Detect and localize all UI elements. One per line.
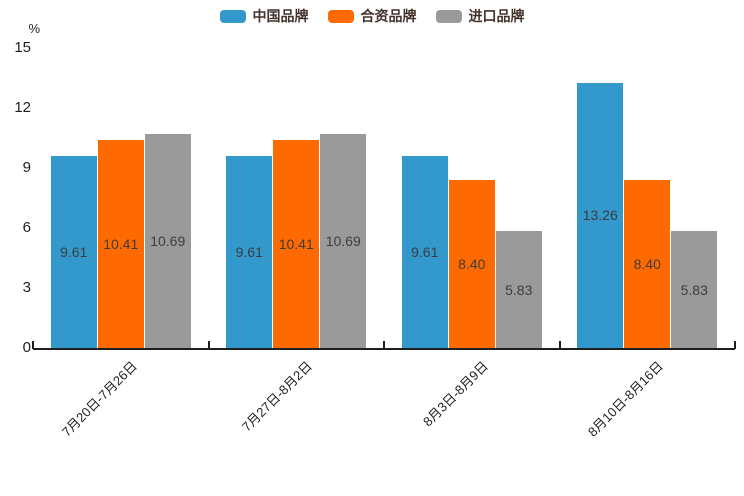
legend-swatch-icon	[327, 9, 354, 23]
bar-value-label: 10.41	[278, 235, 314, 252]
legend-item-3[interactable]: 进口品牌	[435, 8, 525, 24]
bar	[495, 231, 542, 348]
x-category-label: 7月27日-8月2日	[239, 358, 316, 435]
bar	[577, 82, 624, 348]
bar-value-label: 9.61	[235, 243, 263, 260]
x-axis-tick	[383, 341, 385, 349]
legend-item-2[interactable]: 合资品牌	[327, 8, 417, 24]
legend-item-1[interactable]: 中国品牌	[219, 8, 309, 24]
x-axis-tick	[207, 341, 210, 349]
bar	[226, 155, 273, 348]
legend-label: 合资品牌	[360, 8, 417, 24]
bar-value-label: 13.26	[582, 207, 618, 224]
bar-value-label: 5.83	[505, 281, 533, 298]
x-category-label: 7月20日-7月26日	[58, 358, 140, 440]
bar	[144, 134, 191, 348]
legend: 中国品牌 合资品牌 进口品牌	[0, 8, 744, 24]
y-tick-label: 15	[14, 39, 31, 56]
bar-value-label: 10.69	[325, 233, 361, 250]
bar-value-label: 5.83	[680, 281, 708, 298]
bar-value-label: 10.69	[150, 233, 186, 250]
bar	[624, 180, 671, 348]
bar-value-label: 9.61	[411, 243, 439, 260]
bar-value-label: 10.41	[103, 235, 139, 252]
x-axis-line	[33, 348, 735, 350]
legend-swatch-icon	[219, 9, 246, 23]
bar	[401, 155, 448, 348]
x-axis-tick	[734, 341, 736, 349]
legend-label: 中国品牌	[252, 8, 309, 24]
bar	[320, 134, 367, 348]
legend-swatch-icon	[435, 9, 462, 23]
bar-value-label: 8.40	[633, 256, 661, 272]
x-category-label: 8月3日-8月9日	[419, 358, 491, 430]
bar-value-label: 8.40	[458, 256, 486, 272]
y-tick-label: 0	[22, 339, 31, 356]
legend-label: 进口品牌	[468, 8, 525, 24]
x-category-label: 8月10日-8月16日	[585, 358, 667, 440]
y-tick-label: 12	[14, 99, 31, 116]
bar	[448, 180, 495, 348]
y-tick-label: 9	[22, 159, 31, 176]
bar-value-label: 9.61	[60, 243, 88, 260]
bar	[273, 139, 320, 348]
x-axis-tick	[558, 341, 561, 349]
bar	[671, 231, 718, 348]
x-axis-tick	[32, 341, 34, 349]
y-tick-label: 3	[22, 279, 31, 296]
y-tick-label: 6	[22, 219, 31, 236]
bar	[97, 139, 144, 348]
y-axis-unit-label: %	[28, 21, 40, 36]
bar	[50, 155, 97, 348]
